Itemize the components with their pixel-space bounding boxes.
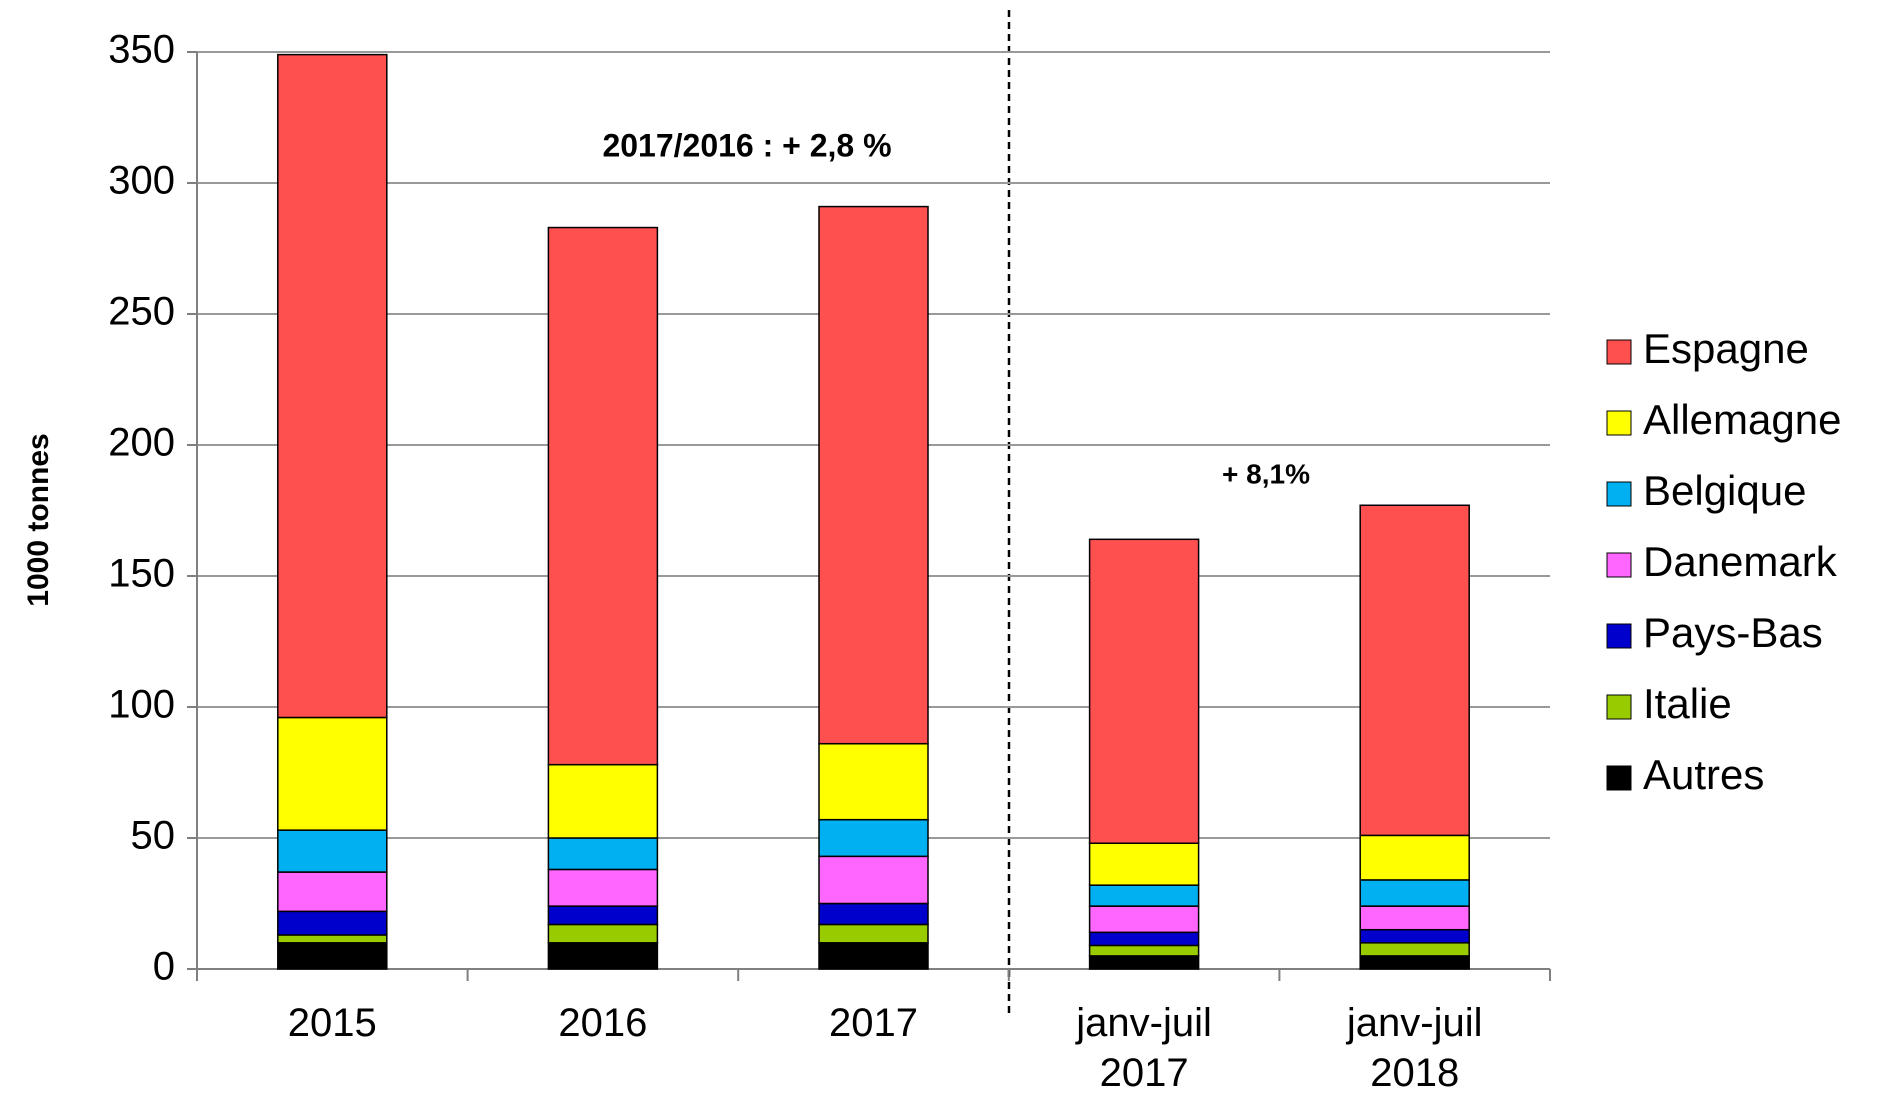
x-tick-label: 2016	[558, 1001, 647, 1045]
bar-segment	[277, 716, 388, 831]
y-tick-label: 250	[108, 290, 175, 334]
x-tick-label: janv-juil 2018	[1346, 1001, 1483, 1095]
bar-segment	[277, 910, 388, 936]
bar-segment	[277, 942, 388, 970]
legend-swatch	[1606, 694, 1632, 720]
bar-segment	[1088, 842, 1200, 886]
bar-segment	[1088, 944, 1200, 957]
bar-segment	[818, 818, 929, 858]
bar-segment	[547, 868, 659, 907]
bar-segment	[1359, 879, 1470, 907]
y-axis-label: 1000 tonnes	[22, 433, 55, 606]
y-tick-label: 350	[108, 28, 175, 72]
y-tick-label: 200	[108, 421, 175, 465]
bar-segment	[1359, 504, 1470, 837]
bar-segment	[1088, 955, 1200, 970]
bar-segment	[1359, 834, 1470, 881]
bar-segment	[547, 923, 659, 944]
y-tick-label: 0	[153, 945, 175, 989]
legend-label: Autres	[1643, 751, 1764, 798]
legend-label: Pays-Bas	[1643, 609, 1823, 656]
legend-swatch	[1606, 410, 1632, 436]
bar-segment	[818, 902, 929, 926]
bar-segment	[547, 763, 659, 839]
bar-segment	[1088, 905, 1200, 934]
bar-segment	[1359, 942, 1470, 957]
legend-swatch	[1606, 765, 1632, 791]
bar-segment	[818, 205, 929, 745]
bar-segment	[1359, 905, 1470, 931]
bar-segment	[547, 837, 659, 871]
annotation: + 8,1%	[1222, 458, 1310, 489]
x-tick-label: 2017	[829, 1001, 918, 1045]
x-tick-label: 2015	[288, 1001, 377, 1045]
y-tick-label: 50	[131, 814, 176, 858]
bar-segment	[277, 53, 388, 719]
legend-label: Italie	[1643, 680, 1732, 727]
legend-label: Espagne	[1643, 325, 1809, 372]
legend-label: Allemagne	[1643, 396, 1841, 443]
bar-segment	[818, 923, 929, 944]
bar-segment	[1088, 884, 1200, 907]
x-tick-label: janv-juil 2017	[1075, 1001, 1212, 1095]
legend-label: Belgique	[1643, 467, 1806, 514]
y-tick-label: 300	[108, 159, 175, 203]
bar-segment	[277, 934, 388, 944]
legend-swatch	[1606, 552, 1632, 578]
bar-segment	[277, 829, 388, 873]
bar-segment	[818, 942, 929, 970]
bar-segment	[1088, 538, 1200, 844]
legend-label: Danemark	[1643, 538, 1838, 585]
y-tick-label: 150	[108, 552, 175, 596]
bar-segment	[547, 905, 659, 926]
bar-segment	[1359, 955, 1470, 970]
bar-segment	[277, 871, 388, 913]
legend-swatch	[1606, 623, 1632, 649]
y-tick-label: 100	[108, 683, 175, 727]
bar-segment	[818, 742, 929, 821]
legend-swatch	[1606, 339, 1632, 365]
bar-segment	[1359, 928, 1470, 944]
legend-swatch	[1606, 481, 1632, 507]
annotation: 2017/2016 : + 2,8 %	[602, 127, 891, 163]
bar-segment	[547, 226, 659, 766]
bar-segment	[818, 855, 929, 905]
bar-segment	[547, 942, 659, 970]
bar-segment	[1088, 931, 1200, 947]
